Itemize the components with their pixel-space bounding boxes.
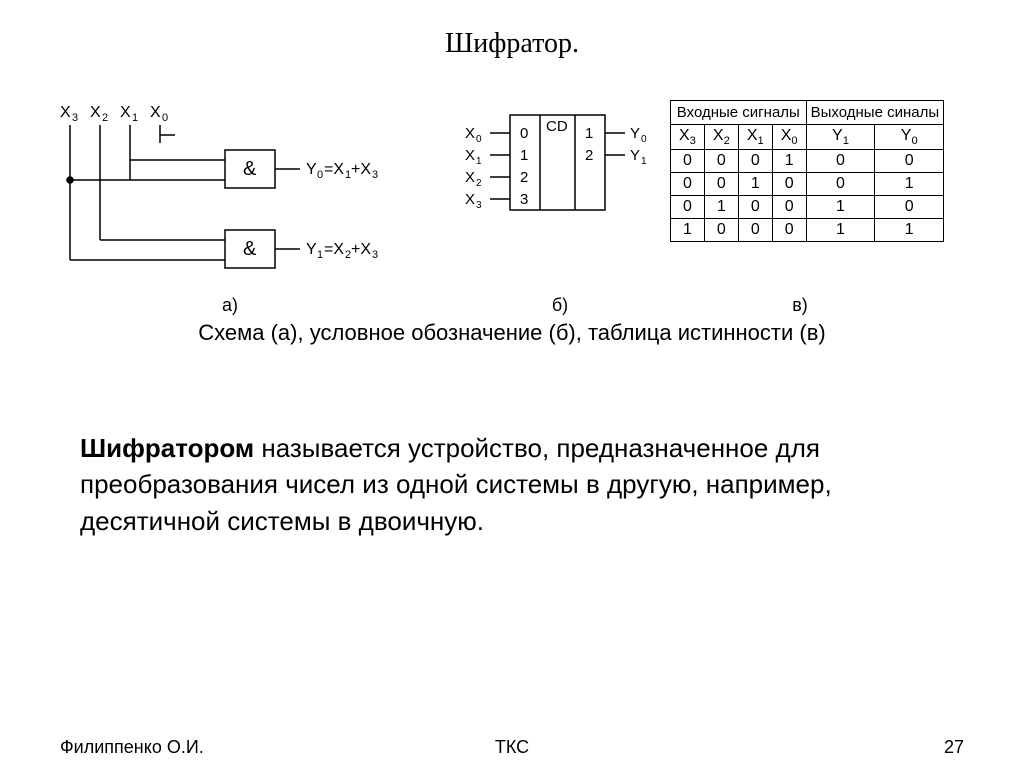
- svg-text:X: X: [465, 125, 475, 142]
- truth-table-header-outputs: Выходные синалы: [806, 101, 944, 125]
- table-cell: 0: [738, 196, 772, 219]
- svg-text:3: 3: [476, 200, 482, 211]
- table-cell: 0: [738, 219, 772, 242]
- truth-table-header-inputs: Входные сигналы: [671, 101, 807, 125]
- table-cell: 0: [671, 196, 705, 219]
- table-cell: 0: [806, 173, 875, 196]
- figure-caption: Схема (а), условное обозначение (б), таб…: [0, 320, 1024, 346]
- truth-table-col: Y1: [806, 125, 875, 150]
- fig-b-block-label: CD: [546, 118, 568, 135]
- definition-term: Шифратором: [80, 433, 254, 463]
- table-cell: 0: [875, 150, 944, 173]
- svg-text:Y: Y: [630, 147, 640, 164]
- svg-text:=X: =X: [324, 161, 344, 178]
- table-row: 000100: [671, 150, 944, 173]
- table-cell: 1: [671, 219, 705, 242]
- table-row: 100011: [671, 219, 944, 242]
- table-cell: 1: [806, 196, 875, 219]
- truth-table: Входные сигналы Выходные синалы X3 X2 X1…: [670, 100, 944, 242]
- truth-table-col: X1: [738, 125, 772, 150]
- svg-text:2: 2: [102, 112, 108, 124]
- definition-text: Шифратором называется устройство, предна…: [80, 430, 860, 539]
- figures: X3 X2 X1 X0 & & Y0=X1+X3 Y1=X2+X3 а): [40, 95, 984, 335]
- svg-text:3: 3: [372, 169, 378, 181]
- footer-page-number: 27: [944, 737, 964, 758]
- table-cell: 1: [875, 219, 944, 242]
- svg-text:1: 1: [585, 125, 593, 142]
- table-cell: 1: [772, 150, 806, 173]
- svg-text:=X: =X: [324, 241, 344, 258]
- table-cell: 1: [875, 173, 944, 196]
- svg-text:+X: +X: [351, 161, 371, 178]
- svg-text:0: 0: [520, 125, 528, 142]
- svg-text:Y: Y: [630, 125, 640, 142]
- truth-table-col: X3: [671, 125, 705, 150]
- table-row: 010010: [671, 196, 944, 219]
- svg-text:X: X: [465, 191, 475, 208]
- figure-c-truth-table: Входные сигналы Выходные синалы X3 X2 X1…: [670, 100, 990, 242]
- fig-a-gate2-symbol: &: [243, 238, 257, 260]
- table-cell: 0: [772, 173, 806, 196]
- fig-a-input-x0: X: [150, 104, 161, 121]
- figure-b-label: б): [530, 295, 590, 316]
- truth-table-col: X2: [704, 125, 738, 150]
- fig-a-output-y0: Y: [306, 161, 317, 178]
- figure-b-symbol: CD 0 1 2 3 1 2 X0 X1 X2 X3 Y0 Y1: [450, 105, 660, 285]
- svg-text:1: 1: [641, 156, 647, 167]
- fig-a-gate1-symbol: &: [243, 158, 257, 180]
- table-row: 001001: [671, 173, 944, 196]
- truth-table-col: Y0: [875, 125, 944, 150]
- table-cell: 0: [875, 196, 944, 219]
- svg-text:3: 3: [72, 112, 78, 124]
- figure-a-schematic: X3 X2 X1 X0 & & Y0=X1+X3 Y1=X2+X3: [40, 95, 410, 315]
- figure-c-label: в): [770, 295, 830, 316]
- svg-text:1: 1: [132, 112, 138, 124]
- table-cell: 0: [806, 150, 875, 173]
- truth-table-column-row: X3 X2 X1 X0 Y1 Y0: [671, 125, 944, 150]
- table-cell: 0: [671, 150, 705, 173]
- table-cell: 1: [738, 173, 772, 196]
- fig-a-input-x3: X: [60, 104, 71, 121]
- footer-course: ТКС: [0, 737, 1024, 758]
- svg-text:1: 1: [317, 249, 323, 261]
- table-cell: 0: [671, 173, 705, 196]
- truth-table-col: X0: [772, 125, 806, 150]
- svg-text:2: 2: [585, 147, 593, 164]
- fig-a-input-x2: X: [90, 104, 101, 121]
- table-cell: 0: [738, 150, 772, 173]
- fig-a-output-y1: Y: [306, 241, 317, 258]
- figure-a-label: а): [200, 295, 260, 316]
- table-cell: 0: [772, 196, 806, 219]
- fig-a-input-x1: X: [120, 104, 131, 121]
- svg-text:X: X: [465, 169, 475, 186]
- svg-text:1: 1: [476, 156, 482, 167]
- svg-text:0: 0: [162, 112, 168, 124]
- table-cell: 0: [704, 219, 738, 242]
- page-title: Шифратор.: [0, 28, 1024, 60]
- svg-text:2: 2: [520, 169, 528, 186]
- svg-text:3: 3: [372, 249, 378, 261]
- svg-text:X: X: [465, 147, 475, 164]
- svg-text:0: 0: [476, 134, 482, 145]
- svg-text:0: 0: [317, 169, 323, 181]
- svg-text:0: 0: [641, 134, 647, 145]
- svg-text:2: 2: [476, 178, 482, 189]
- svg-text:1: 1: [520, 147, 528, 164]
- table-cell: 0: [704, 150, 738, 173]
- table-cell: 0: [772, 219, 806, 242]
- svg-text:3: 3: [520, 191, 528, 208]
- table-cell: 1: [704, 196, 738, 219]
- table-cell: 0: [704, 173, 738, 196]
- table-cell: 1: [806, 219, 875, 242]
- svg-text:+X: +X: [351, 241, 371, 258]
